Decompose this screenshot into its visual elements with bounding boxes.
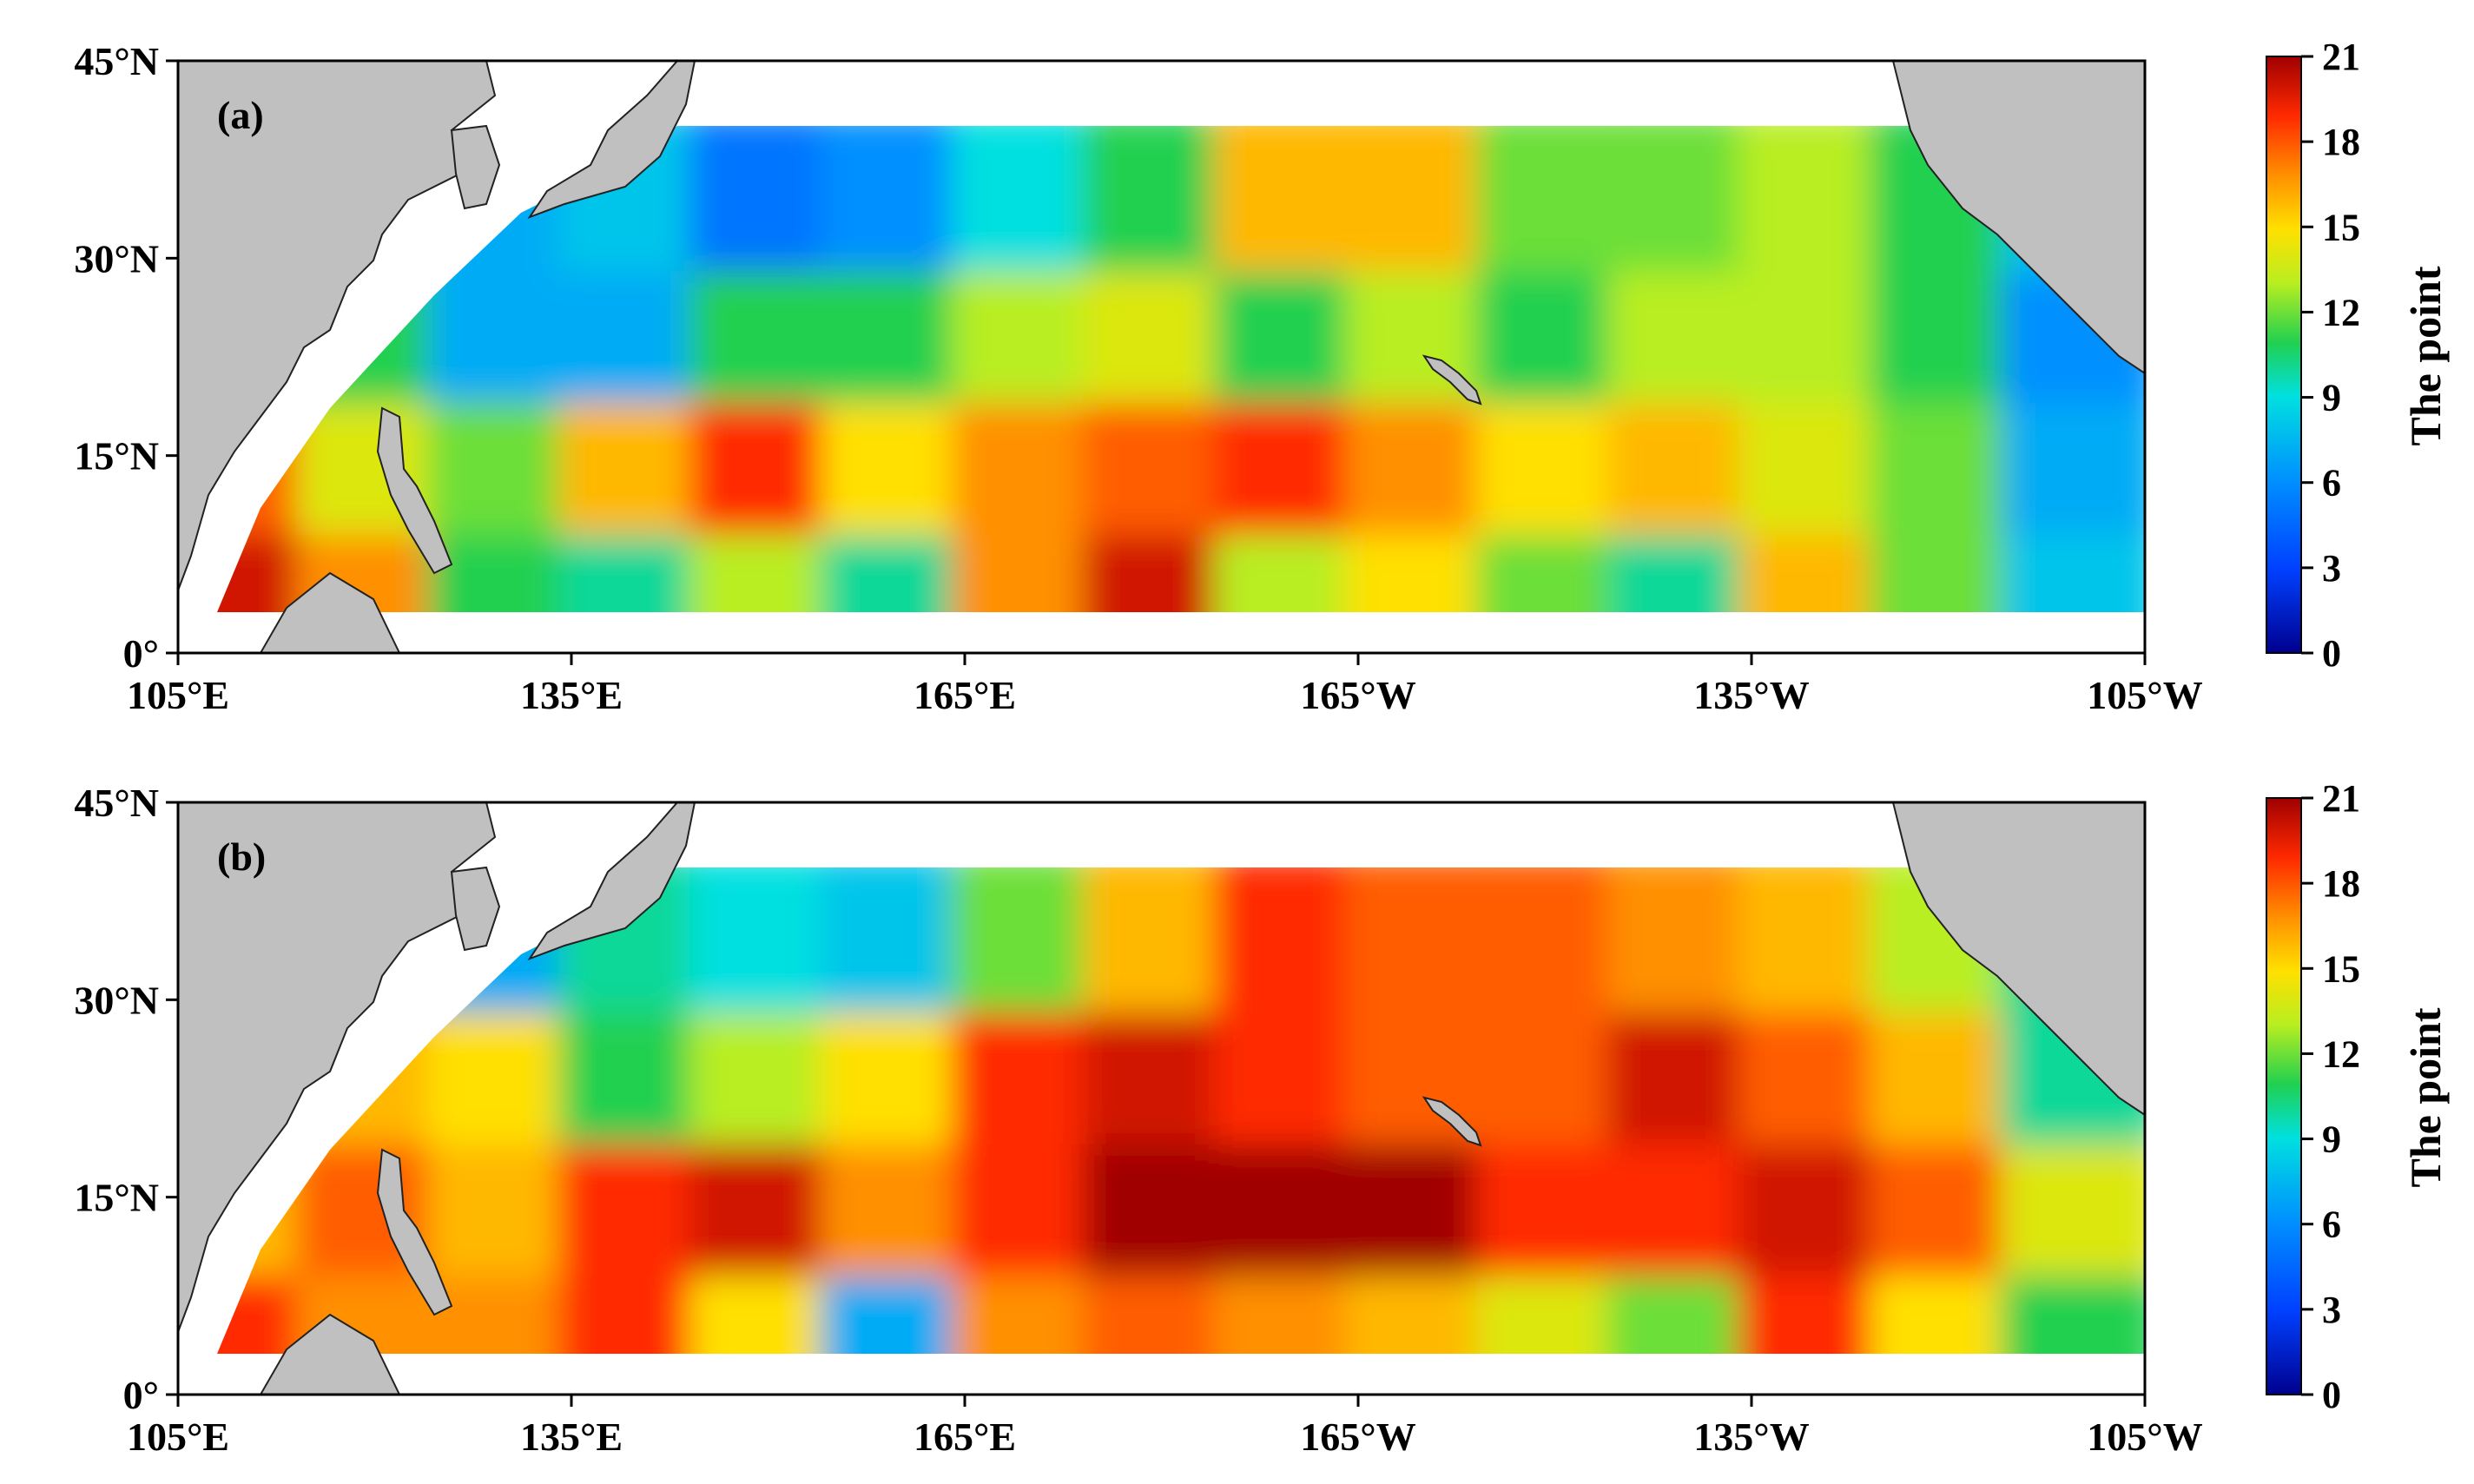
panel-label-b: (b): [217, 834, 266, 879]
x-tick-label: 135°E: [520, 1415, 623, 1459]
colorbar-tick-label: 3: [2322, 1289, 2341, 1331]
asia-landmass-b: [178, 802, 497, 1333]
x-tick-label: 165°E: [914, 673, 1016, 717]
x-tick-label: 135°E: [520, 673, 623, 717]
colorbar-title-b: The point: [2401, 1007, 2450, 1187]
map-border-a: [176, 59, 2147, 655]
japan-island-b: [527, 802, 696, 961]
philippines-b: [376, 1148, 453, 1316]
north-america-b: [1891, 802, 2145, 1117]
y-tick-label: 0°: [123, 631, 159, 676]
colorbar-tick-label: 15: [2322, 206, 2360, 248]
ocean-field-b: [217, 867, 2145, 1354]
colorbar-b: The point 0 3 6 9 12 15 18 21: [2266, 777, 2450, 1416]
korea-peninsula-a: [450, 124, 501, 210]
panel-label-a: (a): [217, 93, 264, 137]
asia-landmass-a: [178, 61, 497, 591]
axes-b: 105°E 135°E 165°E 165°W 135°W 105°W 0° 15°N 30°N…: [74, 781, 2202, 1459]
heat-field-a: [217, 126, 2145, 612]
y-tick-label: 0°: [123, 1373, 159, 1417]
y-tick-label: 30°N: [74, 978, 159, 1022]
borneo-b: [259, 1313, 401, 1395]
panel-b: (b) 105°E 135°E 165°E 165°W 135°W 105°W 0° 15°N…: [74, 777, 2450, 1459]
axes-a: 105°E 135°E 165°E 165°W 135°W 105°W 0° 15°N 30°N…: [74, 39, 2202, 717]
y-tick-label: 15°N: [74, 434, 159, 478]
north-america-a: [1891, 61, 2145, 375]
land-a: [178, 61, 2145, 653]
colorbar-tick-label: 9: [2322, 377, 2341, 419]
japan-island-a: [527, 61, 696, 220]
ocean-field-a: [217, 126, 2145, 612]
x-tick-label: 105°E: [127, 1415, 229, 1459]
x-tick-label: 135°W: [1693, 1415, 1809, 1459]
x-tick-label: 105°E: [127, 673, 229, 717]
colorbar-tick-label: 21: [2322, 36, 2360, 78]
y-tick-label: 15°N: [74, 1176, 159, 1220]
y-tick-label: 45°N: [74, 781, 159, 825]
x-tick-label: 135°W: [1693, 673, 1809, 717]
colorbar-title-a: The point: [2401, 266, 2450, 445]
philippines-a: [376, 406, 453, 575]
x-tick-label: 105°W: [2087, 1415, 2202, 1459]
colorbar-tick-label: 21: [2322, 777, 2360, 820]
colorbar-tick-label: 18: [2322, 862, 2360, 905]
colorbar-tick-label: 12: [2322, 291, 2360, 333]
korea-peninsula-b: [450, 866, 501, 952]
map-border-b: [176, 801, 2147, 1396]
colorbar-tick-label: 0: [2322, 1374, 2341, 1416]
colorbar-tick-label: 6: [2322, 1204, 2341, 1246]
colorbar-bar-a: [2266, 56, 2302, 654]
y-tick-label: 45°N: [74, 39, 159, 83]
land-b: [178, 802, 2145, 1395]
x-tick-label: 165°W: [1300, 1415, 1415, 1459]
hawaii-b: [1422, 1096, 1482, 1147]
colorbar-tick-label: 15: [2322, 947, 2360, 990]
heat-field-b: [217, 867, 2145, 1354]
colorbar-tick-label: 3: [2322, 547, 2341, 590]
x-tick-label: 165°E: [914, 1415, 1016, 1459]
x-tick-label: 165°W: [1300, 673, 1415, 717]
x-tick-label: 105°W: [2087, 673, 2202, 717]
colorbar-tick-label: 6: [2322, 462, 2341, 505]
colorbar-tick-label: 12: [2322, 1032, 2360, 1075]
colorbar-tick-label: 18: [2322, 121, 2360, 163]
colorbar-tick-label: 0: [2322, 632, 2341, 675]
hawaii-a: [1422, 354, 1482, 406]
y-tick-label: 30°N: [74, 236, 159, 280]
panel-a: (a) 105°E 135°E 165°E 165°W 135°W 105°W 0° 15°N…: [74, 36, 2450, 717]
colorbar-a: The point 0 3 6 9 12 15 18 21: [2266, 36, 2450, 675]
colorbar-tick-label: 9: [2322, 1118, 2341, 1161]
borneo-a: [259, 571, 401, 653]
colorbar-bar-b: [2266, 797, 2302, 1395]
